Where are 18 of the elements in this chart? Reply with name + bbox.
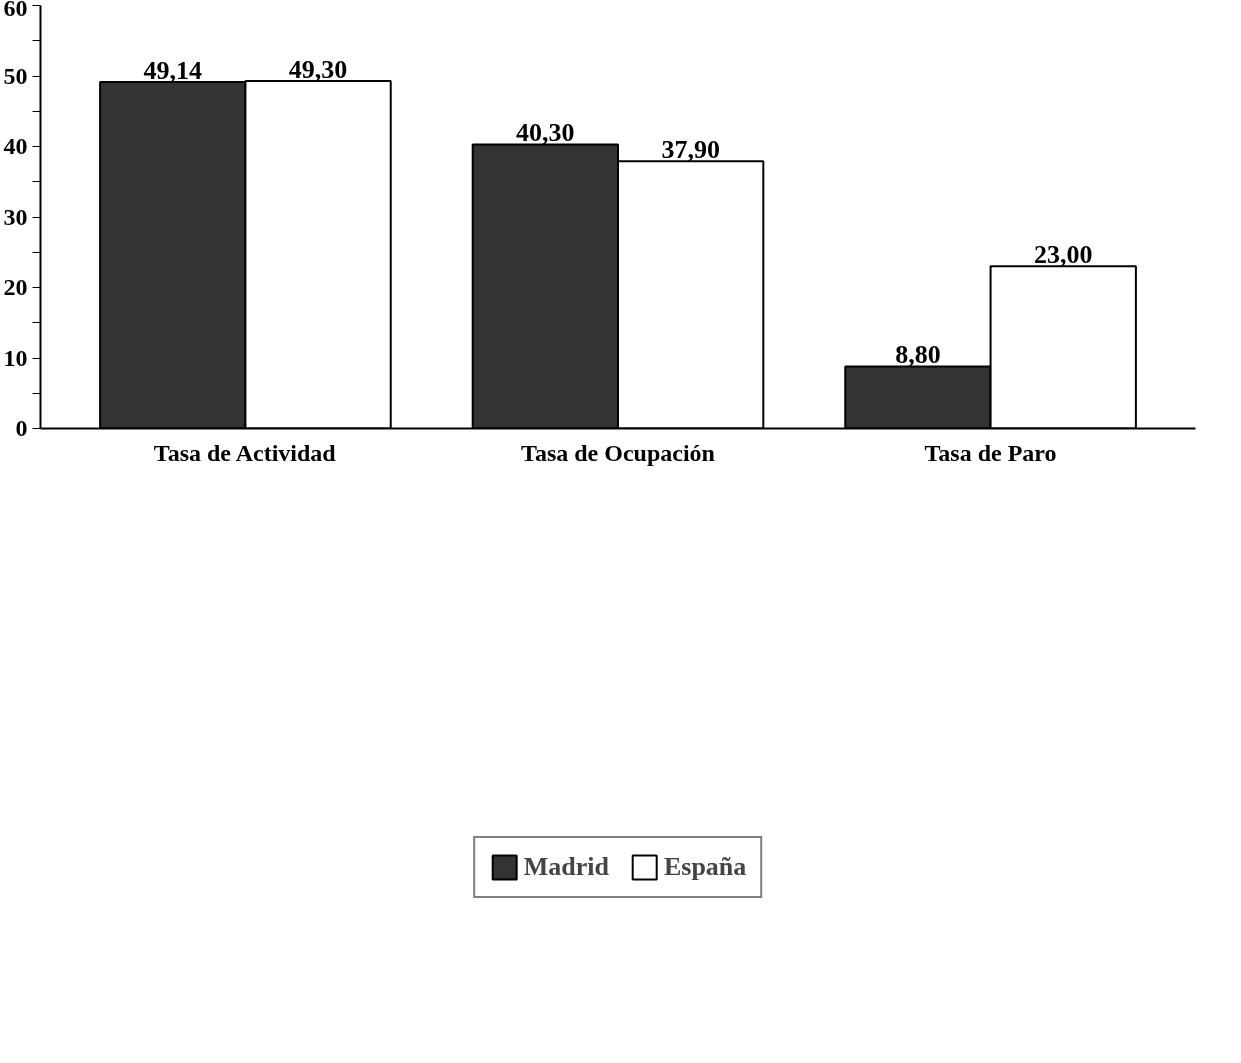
y-tick-label: 50 bbox=[3, 62, 28, 89]
legend-label: España bbox=[663, 851, 747, 882]
data-label: 49,14 bbox=[143, 56, 203, 86]
y-tick-label: 30 bbox=[3, 203, 28, 230]
y-tick-label: 0 bbox=[15, 415, 28, 441]
y-tick-label: 40 bbox=[3, 133, 28, 159]
data-label: 40,30 bbox=[516, 118, 575, 148]
y-tick-label: 10 bbox=[3, 344, 28, 371]
data-label: 37,90 bbox=[661, 135, 720, 165]
x-tick-label: Tasa de Ocupación bbox=[521, 439, 715, 466]
x-tick-label: Tasa de Paro bbox=[924, 439, 1057, 466]
x-tick-label: Tasa de Actividad bbox=[153, 439, 337, 466]
y-tick-label: 20 bbox=[3, 274, 28, 300]
data-label: 49,30 bbox=[288, 54, 348, 84]
legend-label: Madrid bbox=[523, 851, 609, 882]
data-label: 23,00 bbox=[1033, 240, 1093, 270]
data-label: 8,80 bbox=[895, 340, 941, 370]
y-tick-label: 60 bbox=[3, 0, 28, 21]
